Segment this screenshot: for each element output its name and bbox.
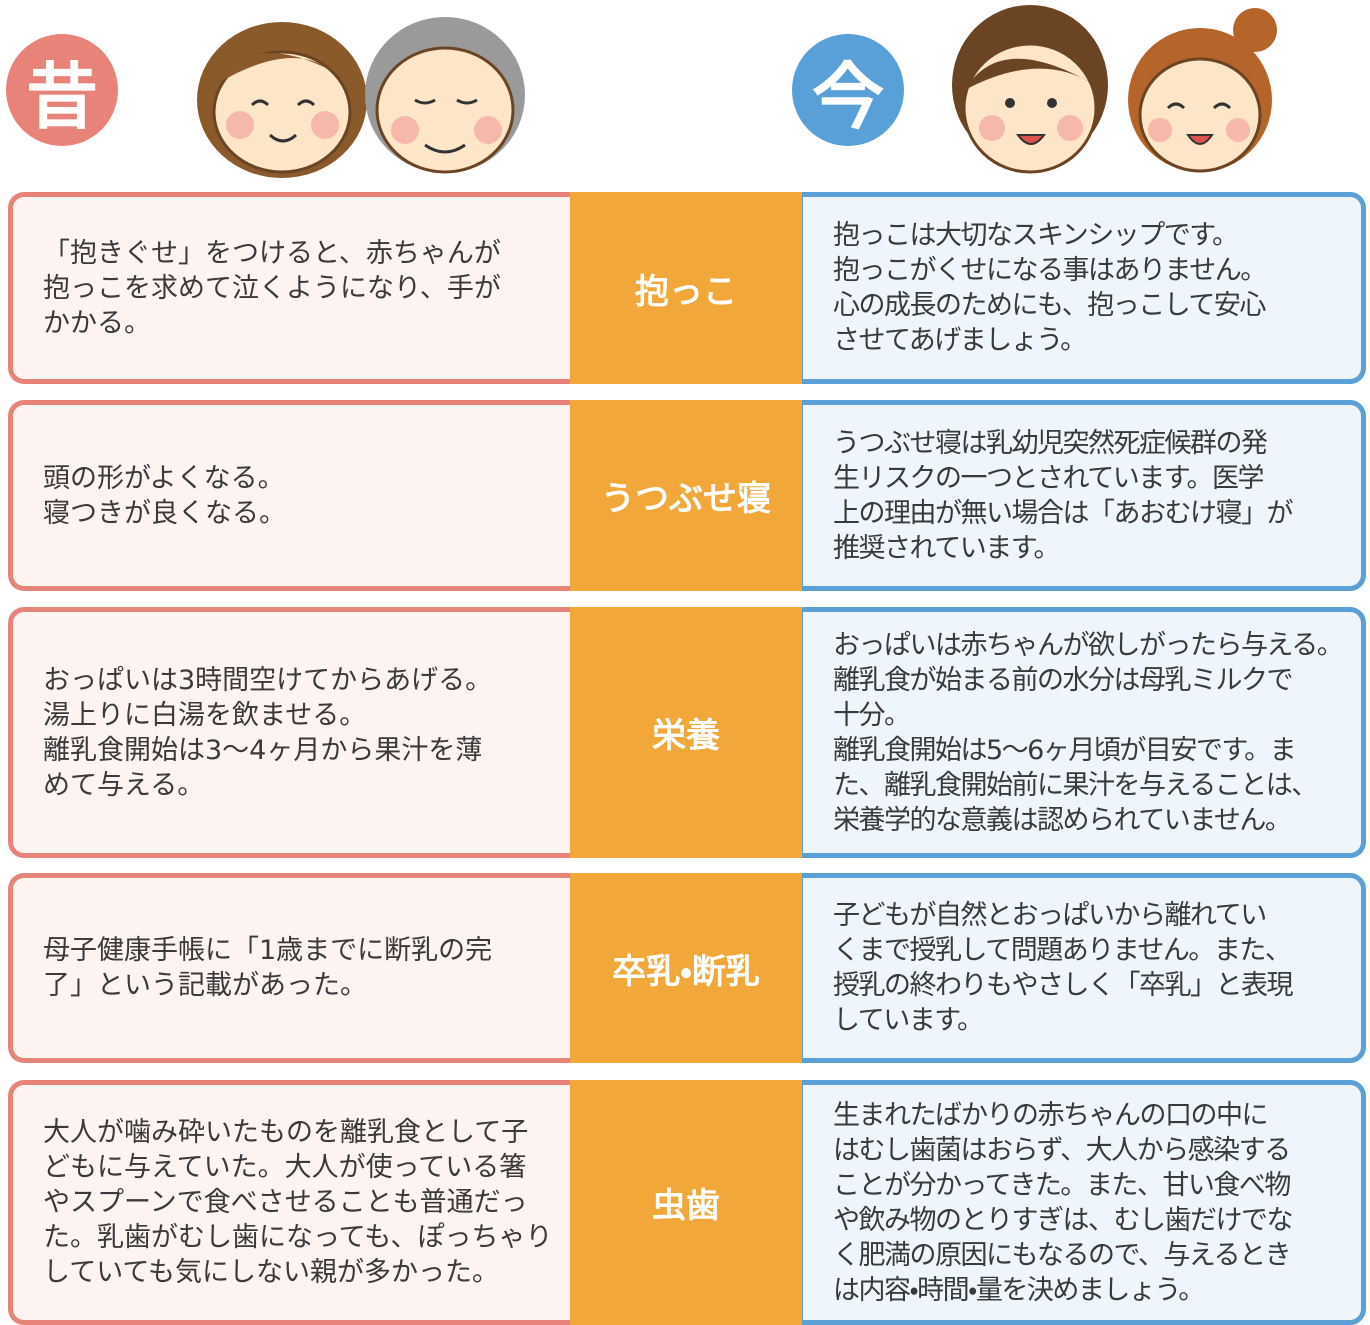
old-box: 「抱きぐせ」をつけると、赤ちゃんが 抱っこを求めて泣くようになり、手が かかる。 — [8, 192, 574, 384]
new-text: 生リスクの一つとされています。医学 — [833, 462, 1265, 494]
old-text: 寝つきが良くなる。 — [43, 497, 286, 529]
new-text: ことが分かってきた。また、甘い食べ物 — [833, 1169, 1291, 1201]
old-text: た。乳歯がむし歯になっても、ぽっちゃり — [43, 1222, 553, 1253]
new-text: くまで授乳して問題ありません。また、 — [833, 935, 1292, 966]
new-text: 離乳食が始まる前の水分は母乳ミルクで — [833, 664, 1294, 696]
new-text: や飲み物のとりすぎは、むし歯だけでな — [833, 1204, 1294, 1236]
old-box: 母子健康手帳に「1歳までに断乳の完 了」という記載があった。 — [8, 873, 574, 1063]
new-text: 心の成長のためにも、抱っこして安心 — [833, 290, 1266, 321]
new-text: うつぶせ寝は乳幼児突然死症候群の発 — [833, 427, 1268, 459]
new-text: 授乳の終わりもやさしく「卒乳」と表現 — [833, 970, 1294, 1001]
illustrations — [197, 5, 1277, 178]
new-text: はむし歯菌はおらず、大人から感染する — [833, 1134, 1291, 1166]
mother — [952, 5, 1108, 174]
topic-label: うつぶせ寝 — [570, 400, 802, 591]
old-text: していても気にしない親が多かった。 — [43, 1257, 500, 1288]
new-text: 十分。 — [833, 699, 911, 731]
old-text: 離乳食開始は3～4ヶ月から果汁を薄 — [43, 734, 483, 766]
old-text: どもに与えていた。大人が使っている箸 — [43, 1152, 527, 1183]
new-box: うつぶせ寝は乳幼児突然死症候群の発 生リスクの一つとされています。医学 上の理由が無… — [798, 400, 1366, 591]
old-man — [365, 17, 525, 174]
new-text: 生まれたばかりの赤ちゃんの口の中に — [833, 1099, 1269, 1131]
new-text: 推奨されています。 — [833, 532, 1061, 564]
new-text: た、離乳食開始前に果汁を与えることは、 — [833, 769, 1318, 801]
old-box: 頭の形がよくなる。 寝つきが良くなる。 — [8, 400, 574, 591]
old-text: かかる。 — [43, 307, 151, 339]
new-text: は内容・時間・量を決めましょう。 — [833, 1274, 1205, 1306]
new-text: しています。 — [833, 1005, 984, 1036]
new-text: おっぱいは赤ちゃんが欲しがったら与える。 — [833, 629, 1344, 661]
topic-label: 虫歯 — [570, 1080, 802, 1325]
old-text: 頭の形がよくなる。 — [43, 462, 285, 494]
new-text: 上の理由が無い場合は「あおむけ寝」が — [833, 497, 1294, 529]
old-badge: 昔 — [6, 34, 118, 146]
new-box: おっぱいは赤ちゃんが欲しがったら与える。 離乳食が始まる前の水分は母乳ミルクで 十分… — [798, 607, 1366, 858]
new-text: 栄養学的な意義は認められていません。 — [833, 804, 1292, 836]
young-woman — [1128, 8, 1277, 173]
new-box: 抱っこは大切なスキンシップです。 抱っこがくせになる事はありません。 心の成長のため… — [798, 192, 1366, 384]
new-text: 子どもが自然とおっぱいから離れてい — [833, 900, 1267, 931]
old-text: 「抱きぐせ」をつけると、赤ちゃんが — [43, 237, 501, 269]
new-box: 生まれたばかりの赤ちゃんの口の中に はむし歯菌はおらず、大人から感染する ことが分か… — [798, 1080, 1366, 1325]
old-woman — [197, 22, 367, 178]
new-text: 抱っこは大切なスキンシップです。 — [833, 220, 1239, 251]
old-text: 抱っこを求めて泣くようになり、手が — [43, 272, 501, 304]
old-text: 了」という記載があった。 — [43, 970, 367, 1001]
old-text: おっぱいは3時間空けてからあげる。 — [43, 664, 493, 696]
old-text: 大人が噛み砕いたものを離乳食として子 — [43, 1117, 529, 1148]
old-text: やスプーンで食べさせることも普通だっ — [43, 1187, 528, 1218]
old-text: めて与える。 — [43, 769, 205, 801]
topic-label: 卒乳・断乳 — [570, 873, 802, 1063]
old-text: 湯上りに白湯を飲ませる。 — [43, 699, 367, 731]
new-text: く肥満の原因にもなるので、与えるとき — [833, 1239, 1292, 1271]
new-text: 離乳食開始は5～6ヶ月頃が目安です。ま — [833, 734, 1297, 766]
old-text: 母子健康手帳に「1歳までに断乳の完 — [43, 935, 493, 966]
topic-label: 栄養 — [570, 607, 802, 858]
new-text: 抱っこがくせになる事はありません。 — [833, 255, 1267, 286]
topic-label: 抱っこ — [570, 192, 802, 384]
new-text: させてあげましょう。 — [833, 325, 1087, 356]
old-box: 大人が噛み砕いたものを離乳食として子 どもに与えていた。大人が使っている箸 やスプー… — [8, 1080, 574, 1325]
new-badge: 今 — [792, 34, 904, 146]
new-box: 子どもが自然とおっぱいから離れてい くまで授乳して問題ありません。また、 授乳の終わ… — [798, 873, 1366, 1063]
old-box: おっぱいは3時間空けてからあげる。 湯上りに白湯を飲ませる。 離乳食開始は3～4ヶ月… — [8, 607, 574, 858]
